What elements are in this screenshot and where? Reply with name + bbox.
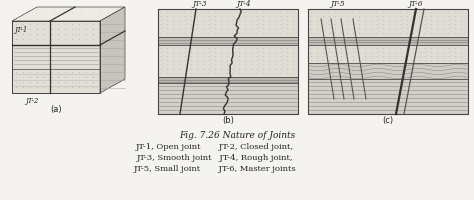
Text: (b): (b) xyxy=(222,115,234,124)
Bar xyxy=(308,38,468,46)
Text: JT-5: JT-5 xyxy=(330,0,345,8)
Bar xyxy=(158,10,298,38)
Text: JT-4: JT-4 xyxy=(236,0,251,8)
Bar xyxy=(158,38,298,46)
Text: JT-3, Smooth joint   JT-4, Rough joint,: JT-3, Smooth joint JT-4, Rough joint, xyxy=(137,153,293,161)
Bar xyxy=(158,78,298,84)
Text: (a): (a) xyxy=(50,104,62,113)
Polygon shape xyxy=(100,8,125,94)
Bar xyxy=(308,46,468,64)
Bar xyxy=(12,70,100,94)
Text: JT-5, Small joint       JT-6, Master joints: JT-5, Small joint JT-6, Master joints xyxy=(134,164,296,172)
Text: JT-2: JT-2 xyxy=(25,97,39,104)
Text: Fig. 7.26 Nature of Joints: Fig. 7.26 Nature of Joints xyxy=(179,130,295,139)
Bar xyxy=(158,46,298,78)
Polygon shape xyxy=(12,8,125,22)
Bar xyxy=(158,10,298,114)
Bar xyxy=(308,10,468,38)
Text: (c): (c) xyxy=(383,115,393,124)
Text: JT-3: JT-3 xyxy=(192,0,207,8)
Text: JT-1: JT-1 xyxy=(14,26,27,34)
Bar xyxy=(12,46,100,70)
Bar xyxy=(158,84,298,114)
Bar xyxy=(308,80,468,114)
Text: JT-6: JT-6 xyxy=(408,0,423,8)
Bar xyxy=(308,64,468,80)
Text: JT-1, Open joint       JT-2, Closed joint,: JT-1, Open joint JT-2, Closed joint, xyxy=(136,142,294,150)
Bar xyxy=(12,22,100,46)
